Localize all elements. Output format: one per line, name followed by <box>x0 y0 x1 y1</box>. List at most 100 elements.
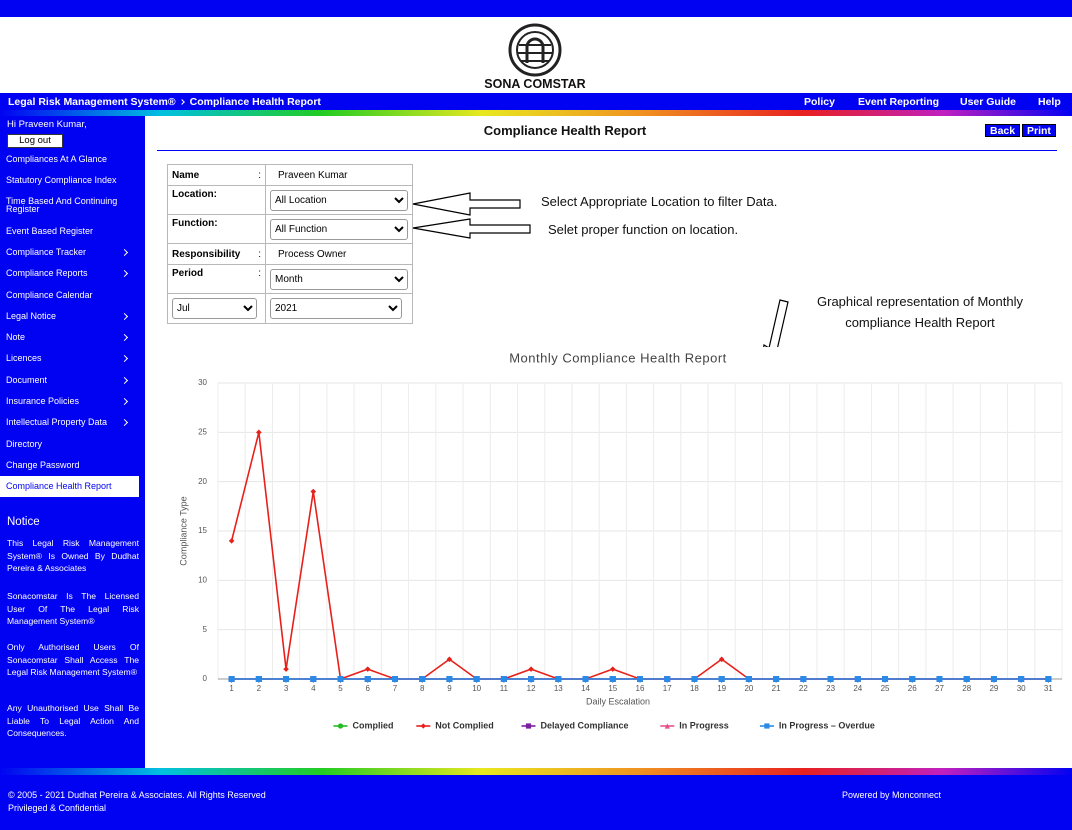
data-point <box>718 656 725 663</box>
powered-by: Powered by Monconnect <box>842 790 942 800</box>
x-tick-label: 24 <box>853 684 862 693</box>
label-text: Responsibility <box>172 248 241 260</box>
form-label: Period: <box>167 264 266 294</box>
menu-item[interactable]: Note <box>0 332 139 342</box>
data-point <box>718 676 725 682</box>
data-point <box>854 676 861 682</box>
notice: Any Unauthorised Use Shall Be Liable To … <box>7 703 139 738</box>
data-point <box>963 676 970 682</box>
y-tick-label: 25 <box>198 427 207 436</box>
x-tick-label: 11 <box>500 684 509 693</box>
month-select[interactable]: Jul <box>172 298 257 319</box>
sep: : <box>258 248 261 260</box>
menu-item[interactable]: Statutory Compliance Index <box>6 175 117 186</box>
sep: : <box>258 268 261 279</box>
nav-link[interactable]: Policy <box>804 96 835 108</box>
menu-item[interactable]: Time Based And Continuing Register <box>6 195 118 214</box>
x-tick-label: 29 <box>989 684 998 693</box>
menu-item[interactable]: Document <box>0 375 139 385</box>
location-select[interactable]: All Location <box>270 189 408 211</box>
x-tick-label: 26 <box>908 684 917 693</box>
menu-item[interactable]: Legal Notice <box>0 311 139 321</box>
menu-item[interactable]: Intellectual Property Data <box>0 417 139 427</box>
legend-label: In Progress <box>679 720 729 730</box>
data-point <box>500 676 507 682</box>
legend-marker <box>764 723 770 729</box>
notice: Only Authorised Users Of Sonacomstar Sha… <box>7 642 139 677</box>
breadcrumb: Legal Risk Management System® Compliance … <box>8 96 321 108</box>
logout-button[interactable]: Log out <box>7 134 63 148</box>
nav-link[interactable]: Help <box>1038 96 1061 108</box>
x-tick-label: 22 <box>799 684 808 693</box>
data-point <box>609 676 616 682</box>
data-point <box>310 676 317 682</box>
y-tick-label: 0 <box>203 674 208 683</box>
data-point <box>609 666 616 672</box>
top-bar <box>0 0 1072 17</box>
data-point <box>664 676 671 682</box>
data-point <box>637 676 643 682</box>
label-text: Period <box>172 268 204 279</box>
y-tick-label: 15 <box>198 526 207 535</box>
form-label: Function: <box>167 214 266 244</box>
menu-item[interactable]: Change Password <box>6 459 80 470</box>
data-point <box>1045 676 1052 682</box>
x-tick-label: 23 <box>826 684 835 693</box>
data-point <box>283 666 289 672</box>
x-tick-label: 3 <box>284 684 289 693</box>
y-tick-label: 20 <box>198 477 207 486</box>
notice: This Legal Risk Management System® Is Ow… <box>7 538 139 573</box>
menu-item[interactable]: Insurance Policies <box>0 396 139 406</box>
menu-item[interactable]: Compliance Tracker <box>0 247 139 257</box>
sep: : <box>258 169 261 181</box>
function-select[interactable]: All Function <box>270 218 408 240</box>
nav-link[interactable]: Event Reporting <box>858 96 940 108</box>
legend-label: Not Complied <box>435 720 494 730</box>
x-tick-label: 4 <box>311 684 316 693</box>
data-point <box>337 676 344 682</box>
menu-item[interactable]: Compliance Reports <box>0 268 139 278</box>
nav-link[interactable]: User Guide <box>960 96 1017 108</box>
data-point <box>582 676 589 682</box>
label-text: Name <box>172 169 200 181</box>
annotation: Selet proper function on location. <box>548 222 739 237</box>
data-point <box>882 676 889 682</box>
notice-title: Notice <box>7 516 40 528</box>
x-tick-label: 13 <box>554 684 563 693</box>
period-select[interactable]: Month <box>270 268 408 290</box>
menu-item[interactable]: Compliance Calendar <box>6 289 93 300</box>
chart-panel: Monthly Compliance Health Report Daily E… <box>167 347 1070 745</box>
x-tick-label: 25 <box>881 684 890 693</box>
menu-item[interactable]: Compliance Health Report <box>0 476 139 498</box>
x-tick-label: 21 <box>772 684 781 693</box>
logo-icon <box>508 23 562 77</box>
data-point <box>1018 676 1025 682</box>
chart-title: Monthly Compliance Health Report <box>509 350 727 365</box>
sidebar: Hi Praveen Kumar, Log out Compliances At… <box>0 116 145 768</box>
y-tick-label: 5 <box>203 625 208 634</box>
title-rule <box>157 150 1057 151</box>
menu-item[interactable]: Event Based Register <box>6 225 94 236</box>
print-button[interactable]: Print <box>1022 124 1056 137</box>
y-tick-label: 30 <box>198 378 207 387</box>
data-point <box>255 676 262 682</box>
year-select[interactable]: 2021 <box>270 298 402 319</box>
legend-marker <box>420 723 426 729</box>
footer: © 2005 - 2021 Dudhat Pereira & Associate… <box>0 775 1072 830</box>
form-label: Name: <box>167 164 266 186</box>
breadcrumb-link[interactable]: Legal Risk Management System® <box>8 96 176 108</box>
back-button[interactable]: Back <box>985 124 1021 137</box>
data-point <box>473 676 480 682</box>
responsibility-value: Process Owner <box>265 243 413 265</box>
data-point <box>691 676 698 682</box>
menu-item[interactable]: Licences <box>0 353 139 363</box>
menu-item[interactable]: Compliances At A Glance <box>6 154 108 164</box>
y-axis-title: Compliance Type <box>178 496 188 565</box>
menu-item[interactable]: Directory <box>6 438 43 449</box>
legend-marker <box>525 723 532 729</box>
annotation: compliance Health Report <box>845 315 995 330</box>
x-tick-label: 8 <box>420 684 425 693</box>
x-tick-label: 28 <box>962 684 971 693</box>
page-title: Compliance Health Report <box>483 123 647 138</box>
legend-label: Complied <box>353 720 394 730</box>
